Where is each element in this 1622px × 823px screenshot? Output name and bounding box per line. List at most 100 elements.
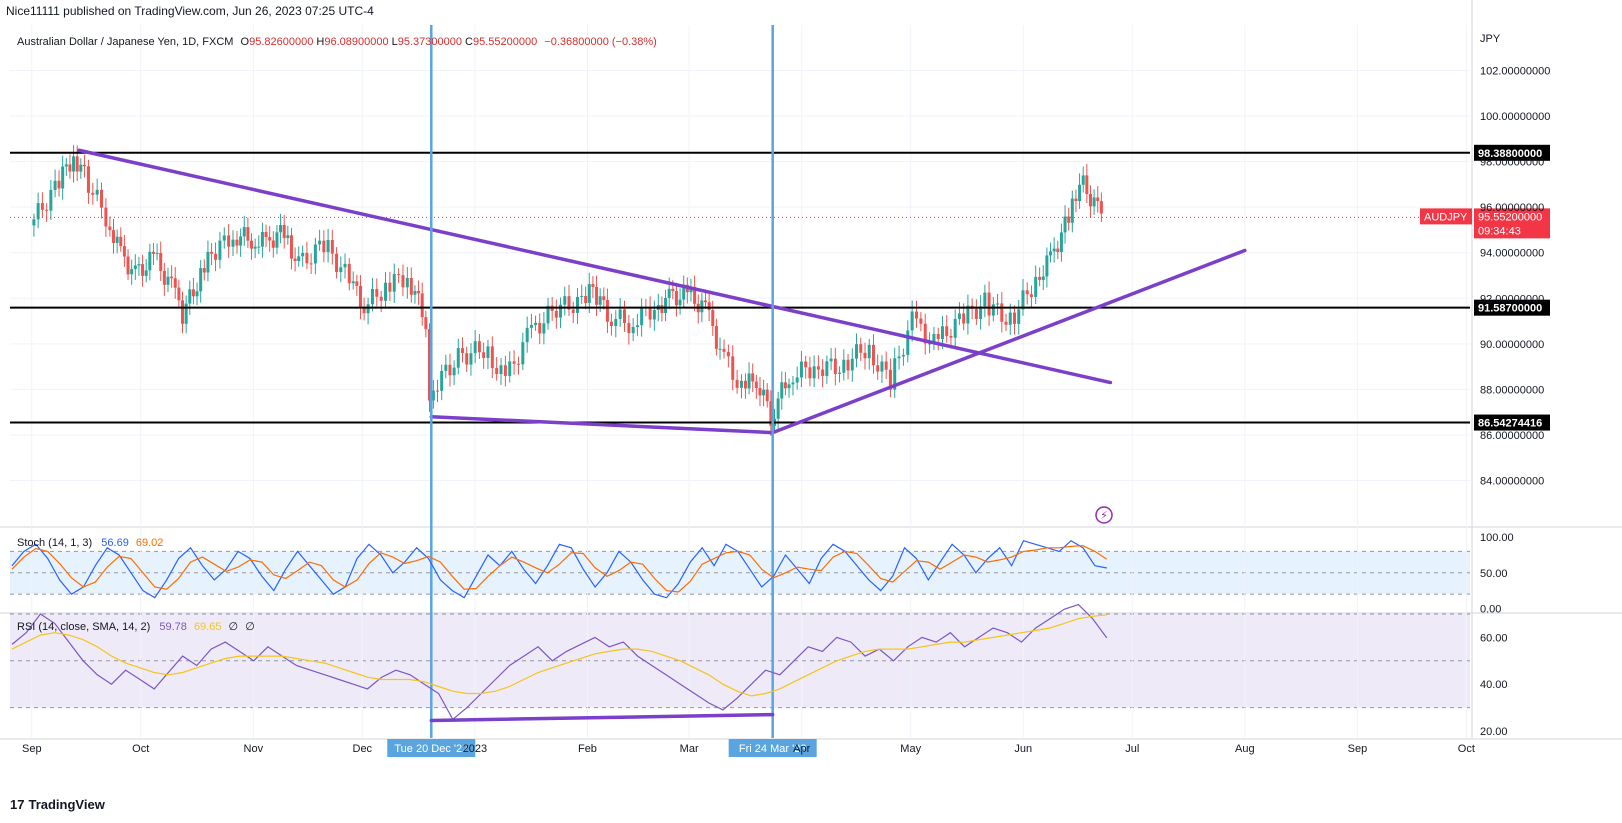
symbol-title: Australian Dollar / Japanese Yen, 1D, FX…	[17, 36, 234, 48]
stoch-series	[11, 539, 1108, 599]
candle-body	[355, 281, 359, 286]
candle-body	[859, 344, 863, 353]
candle-body	[75, 156, 79, 172]
stoch-line	[11, 545, 1108, 593]
stoch-legend: Stoch (14, 1, 3) 56.69 69.02	[17, 537, 163, 549]
trendline	[429, 414, 775, 435]
rsi-y-tick: 40.00	[1480, 679, 1508, 691]
candle-body	[289, 235, 293, 259]
candle-body	[559, 304, 563, 318]
lightning-icon	[1095, 506, 1113, 524]
rsi-trendline	[429, 712, 775, 723]
candle-body	[1000, 303, 1004, 322]
candle-body	[282, 224, 286, 239]
candle-body	[1049, 251, 1053, 256]
level-label: 91.58700000	[1478, 303, 1542, 315]
candle-body	[940, 326, 944, 340]
candle-body	[155, 252, 159, 254]
rsi-y-tick: 20.00	[1480, 726, 1508, 738]
candle-body	[293, 258, 297, 262]
candle-body	[108, 226, 112, 231]
candle-body	[605, 300, 609, 322]
candle-body	[57, 180, 61, 189]
candle-body	[305, 252, 309, 264]
x-tick-label: Jul	[1125, 743, 1139, 755]
candle-body	[366, 304, 370, 314]
candle-body	[253, 246, 257, 249]
open-label: O	[240, 36, 250, 48]
candle-body	[957, 313, 961, 319]
candle-body	[1008, 312, 1012, 325]
candle-body	[915, 311, 919, 319]
candle-body	[222, 235, 226, 241]
candle-body	[660, 305, 664, 313]
brand-name: TradingView	[28, 797, 105, 812]
rsi-na-2: ∅	[245, 621, 255, 633]
candle-body	[932, 334, 936, 344]
candle-body	[888, 369, 892, 390]
stoch-k-value: 56.69	[101, 537, 129, 549]
candle-body	[974, 308, 978, 319]
vertical-marker-label-bg	[387, 739, 476, 757]
candle-body	[726, 351, 730, 357]
candle-body	[173, 278, 177, 288]
candle-body	[301, 252, 305, 257]
candle-body	[618, 309, 622, 319]
y-tick-label: 96.00000000	[1480, 202, 1544, 214]
candle-body	[218, 240, 222, 260]
rsi-y-tick: 60.00	[1480, 632, 1508, 644]
candle-body	[82, 164, 86, 167]
candle-body	[996, 303, 1000, 305]
vertical-marker-label: Tue 20 Dec '22	[394, 743, 468, 755]
low-value: 95.37300000	[397, 36, 462, 48]
candle-body	[162, 270, 166, 285]
candle-body	[743, 380, 747, 389]
candle-body	[542, 323, 546, 334]
x-tick-label: Nov	[244, 743, 264, 755]
candle-body	[388, 282, 392, 292]
candle-body	[575, 296, 579, 313]
tradingview-brand[interactable]: 17 TradingView	[10, 797, 105, 812]
candle-body	[1059, 232, 1063, 253]
candle-body	[32, 219, 36, 226]
candle-body	[525, 327, 529, 343]
candle-body	[358, 285, 362, 309]
candle-body	[1041, 276, 1045, 280]
publisher-header: Nice11111 published on TradingView.com, …	[6, 4, 374, 18]
candle-body	[335, 253, 339, 273]
candle-body	[538, 322, 542, 334]
x-tick-label: Mar	[680, 743, 699, 755]
candle-body	[799, 361, 803, 378]
candle-body	[202, 268, 206, 273]
candle-body	[242, 227, 246, 237]
countdown-tag: 09:34:43	[1478, 225, 1521, 237]
candle-body	[1092, 197, 1096, 207]
candle-body	[436, 390, 440, 392]
x-tick-label: Apr	[793, 743, 810, 755]
candle-body	[235, 239, 239, 246]
candle-body	[420, 293, 424, 318]
candle-body	[949, 335, 953, 338]
candle-body	[919, 318, 923, 324]
candle-body	[910, 311, 914, 331]
stoch-d-value: 69.02	[135, 537, 164, 549]
candle-body	[119, 236, 123, 247]
candle-body	[623, 309, 627, 324]
y-tick-label: 94.00000000	[1480, 248, 1544, 260]
candle-body	[787, 384, 791, 389]
candle-body	[516, 363, 520, 365]
candle-body	[906, 330, 910, 355]
candle-body	[842, 359, 846, 373]
vertical-marker-label: Fri 24 Mar '23	[739, 743, 807, 755]
candle-body	[563, 296, 567, 305]
x-tick-label: Jun	[1014, 743, 1032, 755]
candle-body	[424, 317, 428, 330]
candle-body	[863, 352, 867, 359]
candle-body	[1052, 248, 1056, 252]
candle-body	[795, 377, 799, 383]
candle-body	[1085, 175, 1089, 195]
level-label-bg	[1474, 414, 1550, 431]
candle-body	[100, 189, 104, 208]
candle-body	[199, 268, 203, 292]
